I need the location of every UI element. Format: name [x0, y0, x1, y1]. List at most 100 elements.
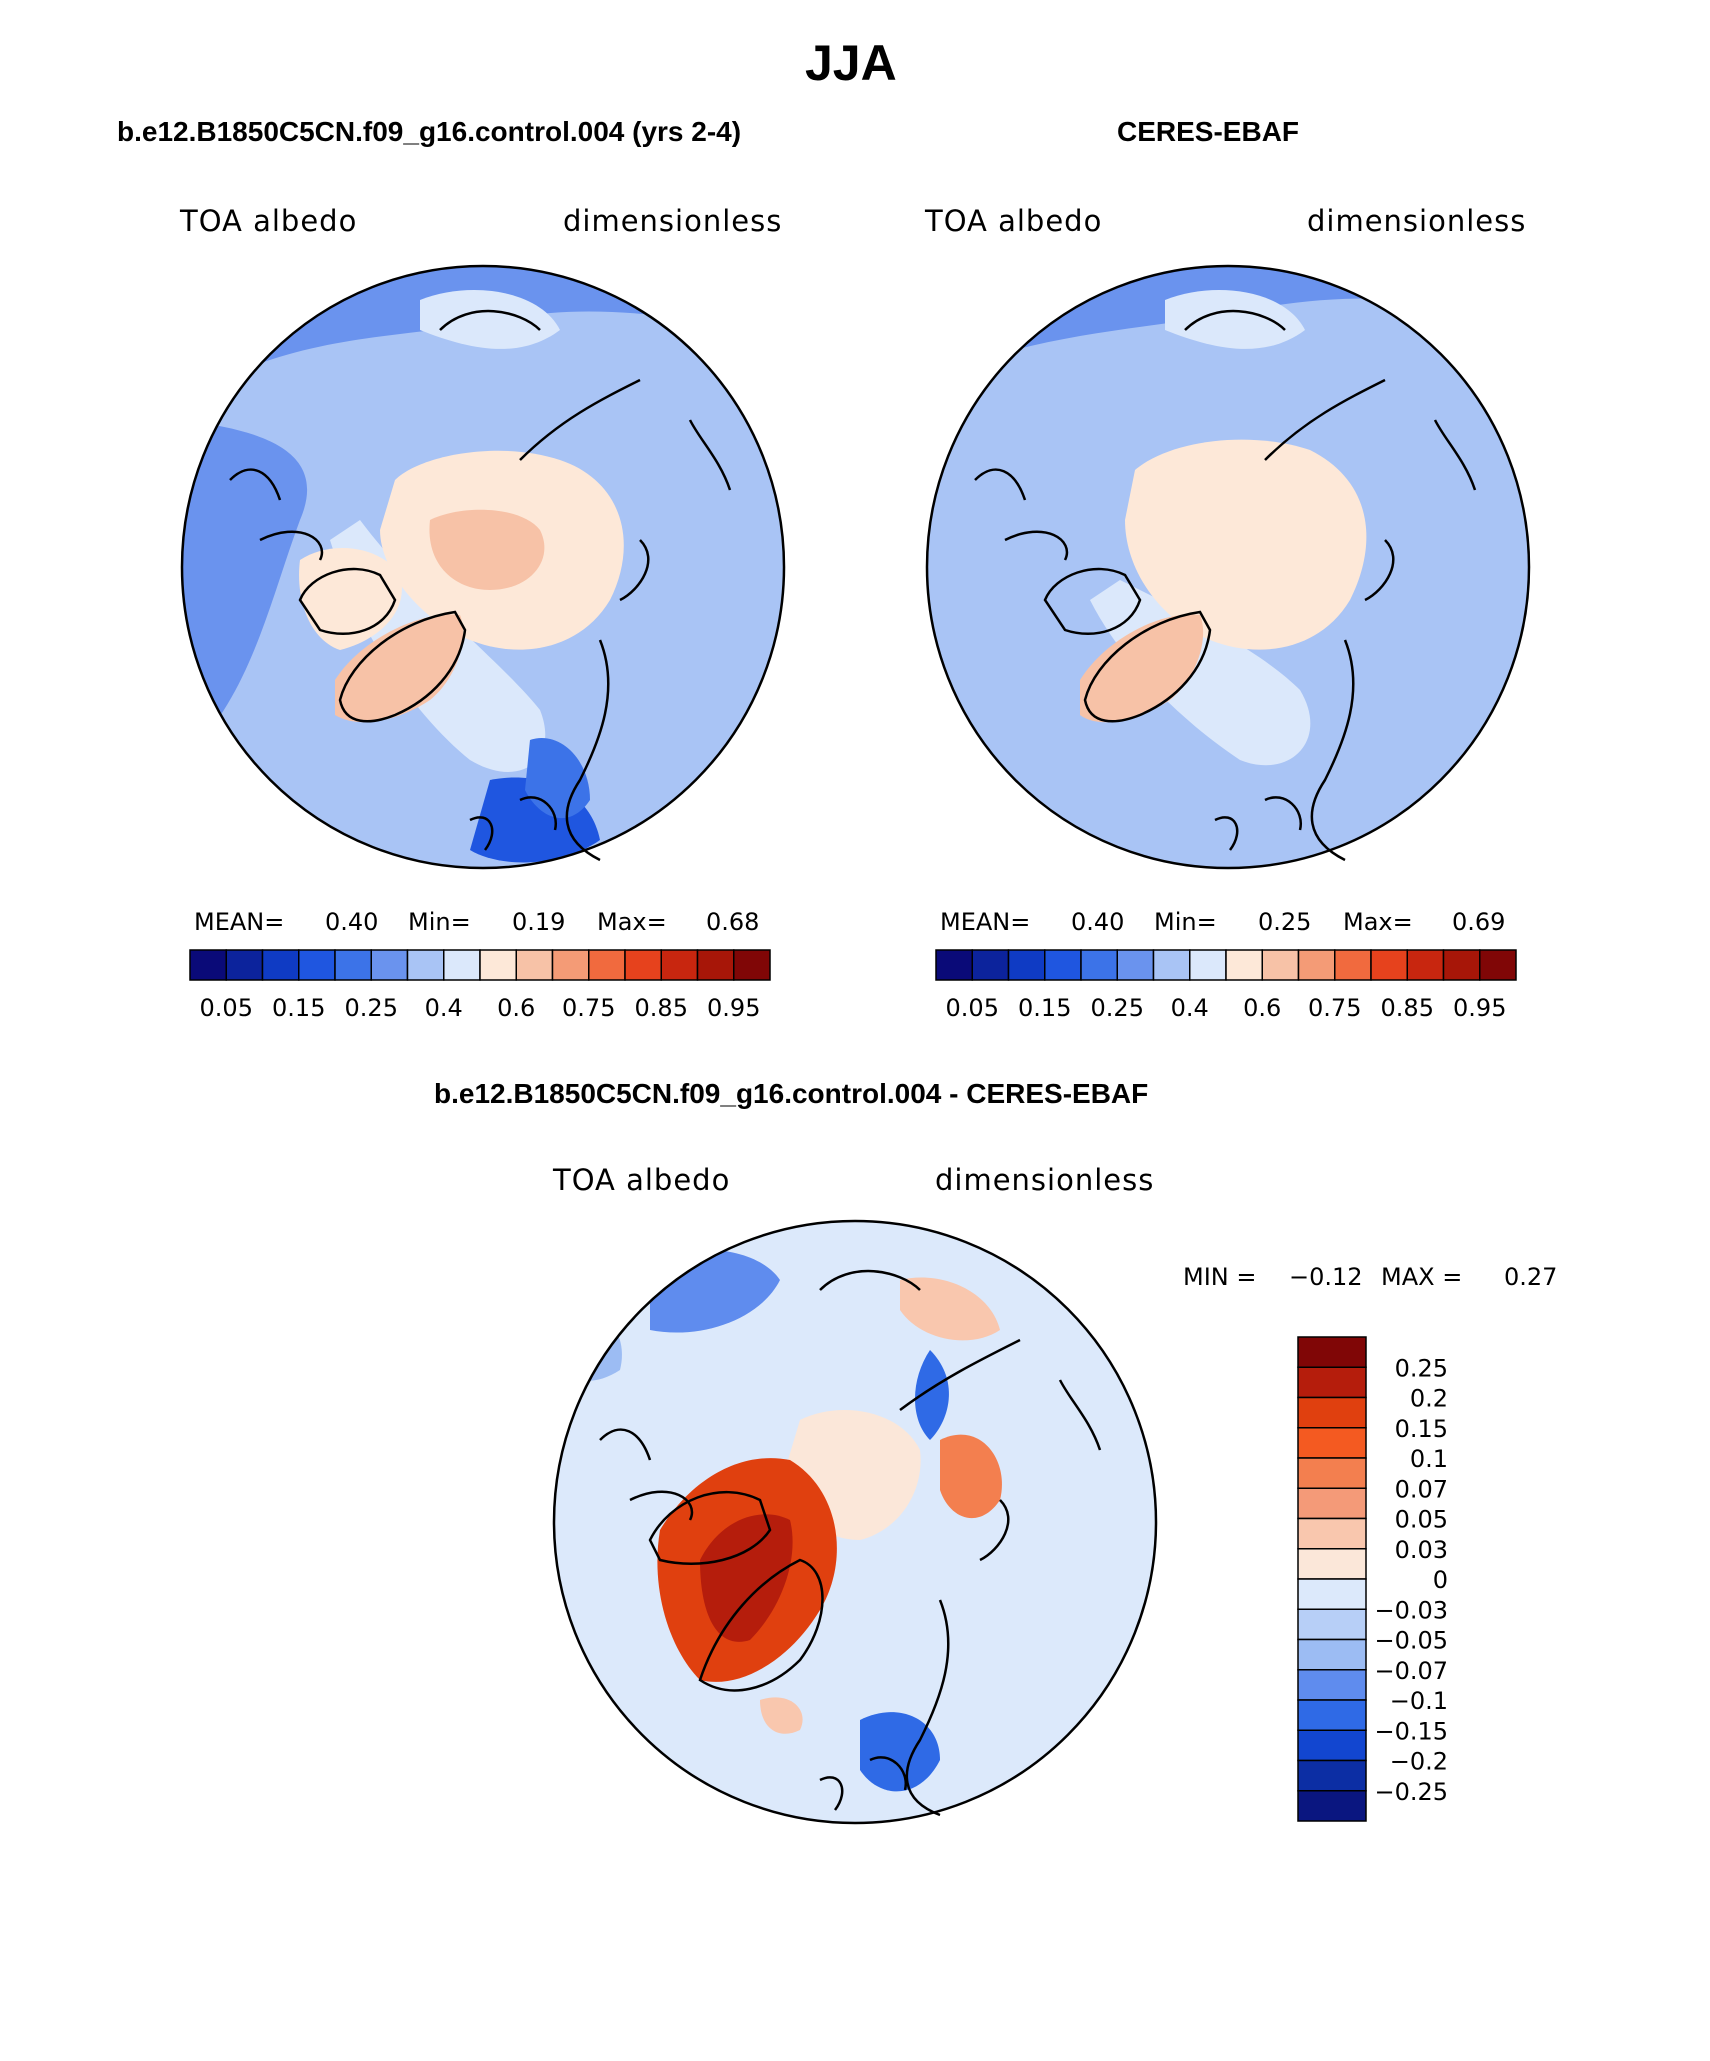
panel2-colorbar-tick-label: 0.15 [1018, 994, 1071, 1022]
panel3-colorbar-swatch [1297, 1427, 1367, 1459]
panel3-colorbar-swatch [1297, 1608, 1367, 1641]
panel3-min-label: MIN = [1183, 1263, 1257, 1291]
panel2-colorbar-swatch [1442, 949, 1481, 981]
panel2-colorbar-swatch [971, 949, 1010, 981]
panel2-colorbar-tick-label: 0.25 [1091, 994, 1144, 1022]
panel3-map [552, 1219, 1158, 1825]
panel3-colorbar-tick-label: −0.03 [1374, 1596, 1448, 1624]
panel3-colorbar-swatch [1297, 1638, 1367, 1671]
panel1-min-value: 0.19 [512, 908, 566, 936]
panel2-variable-label: TOA albedo [925, 204, 1103, 238]
panel2-colorbar-swatch [1479, 949, 1517, 981]
panel2-colorbar-swatch [1116, 949, 1155, 981]
panel1-colorbar-tick-label: 0.6 [497, 994, 535, 1022]
panel1-title: b.e12.B1850C5CN.f09_g16.control.004 (yrs… [117, 116, 742, 147]
panel1-colorbar-swatch [479, 949, 517, 981]
panel2-min-label: Min= [1154, 908, 1217, 936]
panel1-max-label: Max= [597, 908, 667, 936]
panel2-coastlines [974, 309, 1477, 862]
panel1-colorbar-tick-label: 0.85 [635, 994, 688, 1022]
panel3-colorbar-tick-label: 0.15 [1395, 1415, 1448, 1443]
panel1-central-arctic [429, 509, 545, 590]
panel3-colorbar-swatch [1297, 1396, 1367, 1429]
panel1-colorbar-swatch [298, 949, 336, 981]
panel1-colorbar-tick-label: 0.75 [562, 994, 615, 1022]
panel1-colorbar-swatch [406, 949, 445, 981]
panel1-max-value: 0.68 [706, 908, 760, 936]
panel3-colorbar-swatch [1297, 1487, 1367, 1520]
panel3-colorbar-tick-label: 0.1 [1410, 1445, 1448, 1473]
panel3-max-label: MAX = [1381, 1263, 1463, 1291]
panel3-west-low [554, 1300, 622, 1381]
panel3-colorbar-swatch [1297, 1517, 1367, 1550]
panel3-colorbar-swatch [1297, 1759, 1367, 1792]
panel3-colorbar-swatch [1297, 1790, 1367, 1822]
panel3-east-high [900, 1277, 1000, 1341]
panel2-colorbar-swatch [1406, 949, 1445, 981]
panel3-max-value: 0.27 [1504, 1263, 1558, 1291]
panel1-colorbar-swatch [261, 949, 300, 981]
panel3-greenland-core [700, 1514, 793, 1642]
panel3-colorbar-tick-label: 0.05 [1395, 1506, 1448, 1534]
panel3-title: b.e12.B1850C5CN.f09_g16.control.004 - CE… [434, 1078, 1149, 1109]
panel3-colorbar-swatch [1297, 1336, 1367, 1368]
panel1-colorbar-swatch [660, 949, 699, 981]
panel1-variable-label: TOA albedo [180, 204, 358, 238]
panel2-colorbar-swatch [1189, 949, 1227, 981]
panel2-colorbar-tick-label: 0.05 [946, 994, 999, 1022]
panel2-colorbar-swatch [1297, 949, 1336, 981]
panel3-barents-high [940, 1434, 1002, 1519]
panel3-colorbar-tick-label: −0.05 [1374, 1627, 1448, 1655]
panel1-scandinavia-low [525, 738, 590, 819]
panel2-colorbar-swatch [1370, 949, 1408, 981]
panel3-colorbar-tick-label: −0.25 [1374, 1778, 1448, 1806]
panel1-colorbar: 0.05 0.15 0.25 0.4 0.6 0.75 0.85 0.95 [189, 949, 771, 1022]
panel1-colorbar-tick-label: 0.95 [707, 994, 760, 1022]
panel1-coastlines [229, 309, 732, 862]
panel2-map-border [925, 264, 1531, 870]
panel1-colorbar-swatch [334, 949, 372, 981]
panel1-mean-label: MEAN= [194, 908, 285, 936]
panel3-colorbar-tick-label: 0.25 [1395, 1354, 1448, 1382]
panel1-map-border [180, 264, 786, 870]
panel3-colorbar-tick-label: −0.07 [1374, 1657, 1448, 1685]
panel3-colorbar-tick-label: −0.2 [1390, 1748, 1448, 1776]
panel1-colorbar-tick-label: 0.05 [200, 994, 253, 1022]
panel3-units-label: dimensionless [935, 1163, 1155, 1197]
panel3-colorbar-swatch [1297, 1457, 1367, 1489]
panel1-min-label: Min= [408, 908, 471, 936]
panel2-colorbar-swatch [1044, 949, 1082, 981]
panel2-arctic-basin [1125, 439, 1367, 650]
panel3-coastlines [599, 1269, 1102, 1817]
panel3-colorbar-tick-label: 0.03 [1395, 1536, 1448, 1564]
panel1-greenland [335, 614, 464, 723]
panel3-colorbar-swatch [1297, 1578, 1367, 1610]
panel2-colorbar-swatch [1152, 949, 1191, 981]
panel2-mean-label: MEAN= [940, 908, 1031, 936]
panel2-siberia-patch [1165, 290, 1305, 349]
panel2-colorbar-swatch [1225, 949, 1263, 981]
panel3-coast-low [915, 1350, 949, 1440]
panel1-colorbar-swatch [551, 949, 590, 981]
panel1-colorbar-swatch [443, 949, 481, 981]
panel1-colorbar-tick-label: 0.4 [425, 994, 463, 1022]
panel1-colorbar-swatch [189, 949, 227, 981]
panel1-west-band [182, 420, 308, 760]
panel3-colorbar-tick-label: 0.07 [1395, 1475, 1448, 1503]
panel1-colorbar-swatch [624, 949, 662, 981]
panel3-colorbar-tick-label: 0.2 [1410, 1385, 1448, 1413]
panel2-colorbar-tick-label: 0.95 [1453, 994, 1506, 1022]
panel1-map [180, 264, 786, 870]
panel1-colorbar-swatch [588, 949, 626, 981]
panel1-units-label: dimensionless [563, 204, 783, 238]
panel1-mean-value: 0.40 [325, 908, 379, 936]
panel3-min-value: −0.12 [1289, 1263, 1363, 1291]
panel1-colorbar-swatch [733, 949, 771, 981]
panel1-siberia-patch [420, 290, 560, 349]
panel3-colorbar-swatch [1297, 1669, 1367, 1701]
panel3-map-border [552, 1219, 1158, 1825]
panel2-mean-value: 0.40 [1071, 908, 1125, 936]
panel2-max-value: 0.69 [1452, 908, 1506, 936]
panel3-europe-low [860, 1712, 940, 1792]
